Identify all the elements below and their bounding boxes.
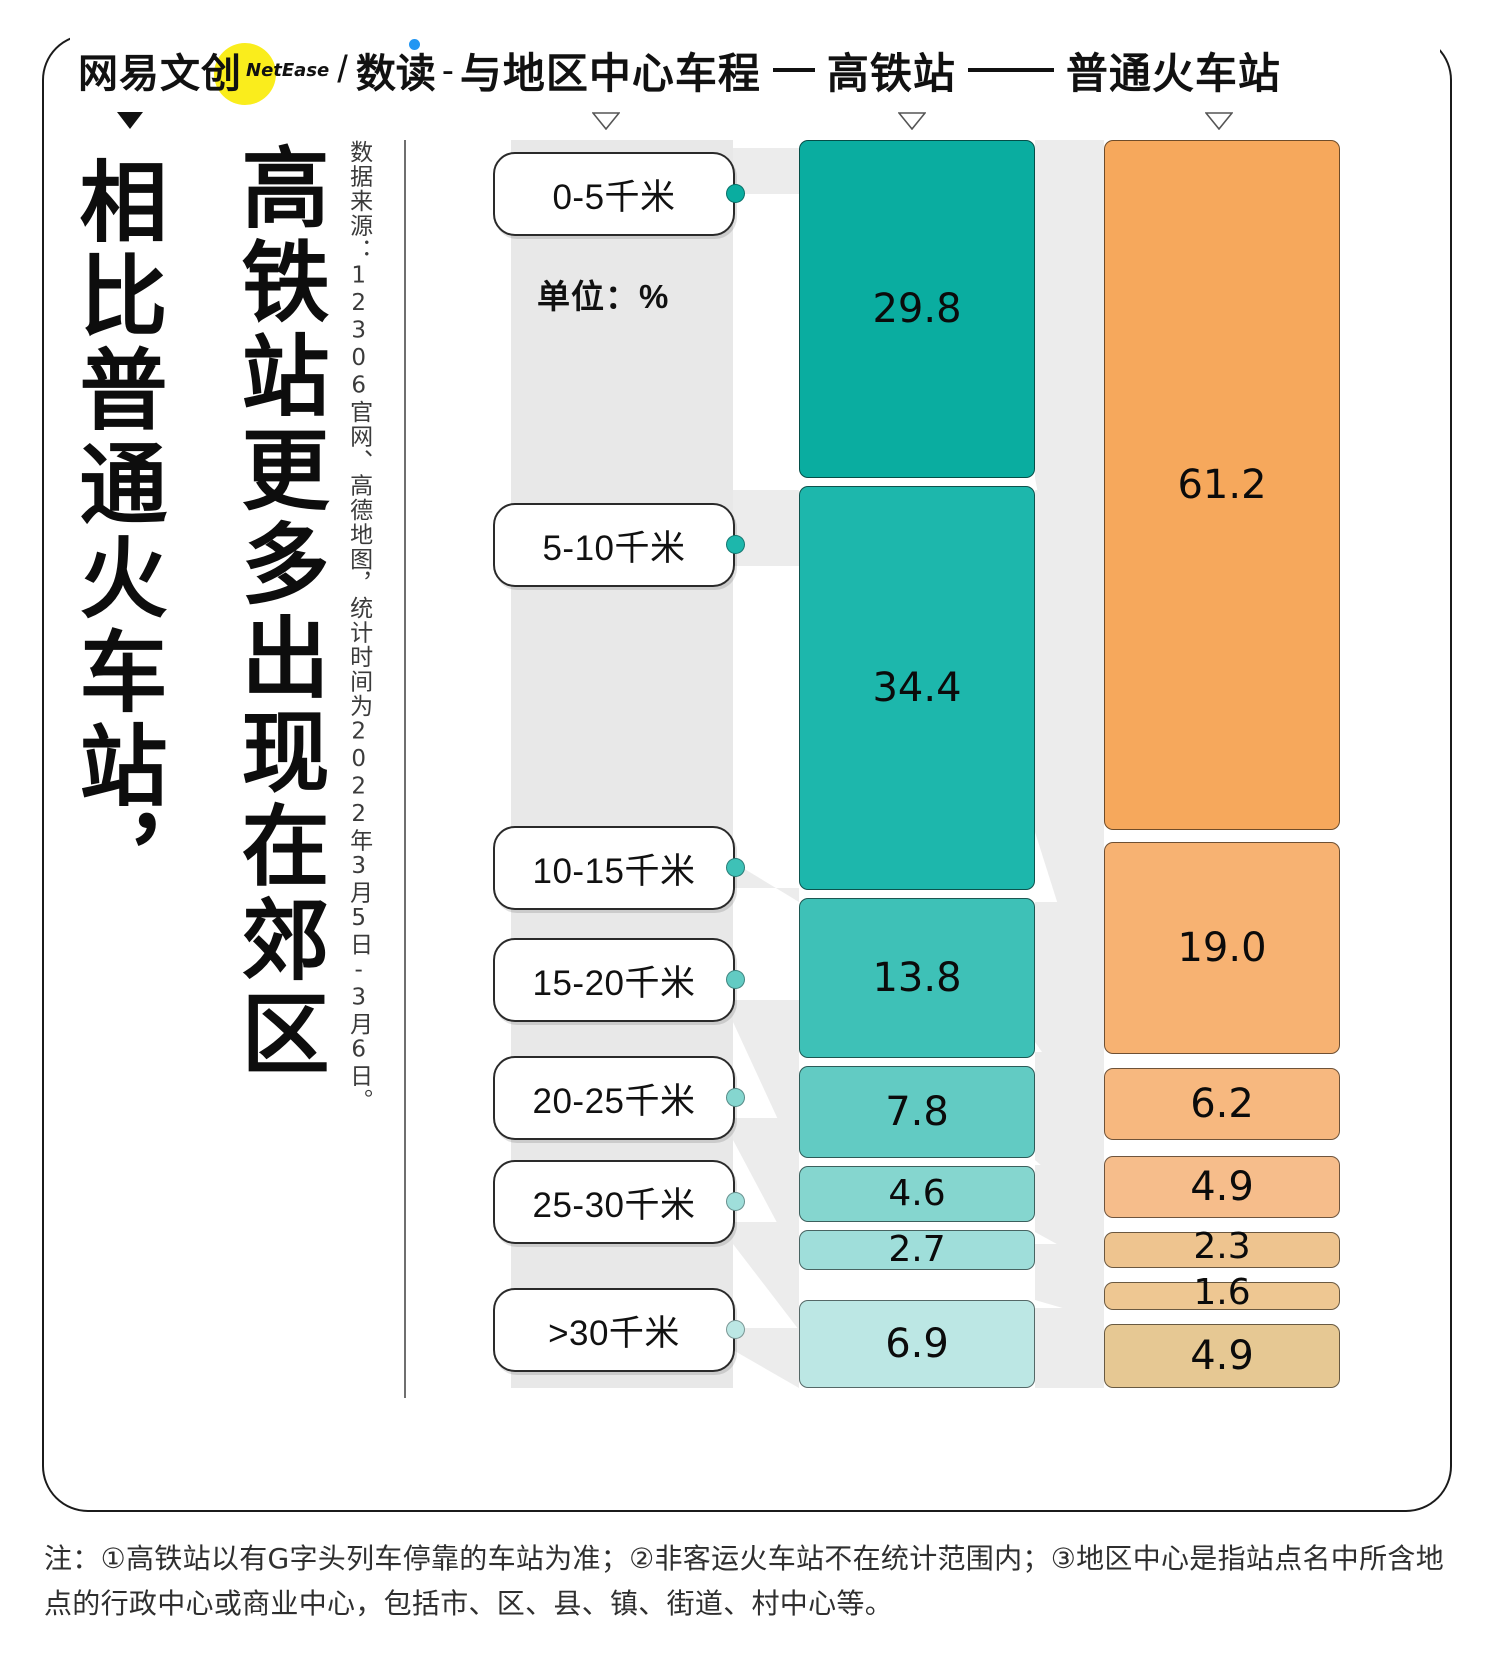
bar-hsr-value-6: 6.9 bbox=[885, 1321, 949, 1367]
chart-heading: 与地区中心车程 bbox=[459, 49, 761, 97]
bar-regular-1[interactable]: 19.0 bbox=[1104, 842, 1340, 1054]
bar-regular-2[interactable]: 6.2 bbox=[1104, 1068, 1340, 1140]
bar-hsr-1[interactable]: 34.4 bbox=[799, 486, 1035, 890]
data-source-note: 数据来源：12306官网、高德地图，统计时间为2022年3月5日-3月6日。 bbox=[345, 140, 372, 1113]
page-title-main: 高铁站更多出现在郊区 bbox=[229, 142, 328, 1082]
header-dash: - bbox=[441, 49, 454, 90]
category-connector-dot-3 bbox=[726, 970, 745, 989]
category-connector-dot-1 bbox=[726, 535, 745, 554]
bar-hsr-value-2: 13.8 bbox=[872, 955, 962, 1001]
category-pill-2[interactable]: 10-15千米 bbox=[493, 826, 735, 910]
bar-hsr-3[interactable]: 7.8 bbox=[799, 1066, 1035, 1158]
section-name: 数读 bbox=[355, 39, 436, 99]
bar-hsr-6[interactable]: 6.9 bbox=[799, 1300, 1035, 1388]
footnote-text: 注：①高铁站以有G字头列车停靠的车站为准；②非客运火车站不在统计范围内；③地区中… bbox=[44, 1542, 1445, 1621]
bar-hsr-4[interactable]: 4.6 bbox=[799, 1166, 1035, 1222]
category-pill-label-3: 15-20千米 bbox=[532, 963, 696, 1003]
caret-category-marker bbox=[592, 112, 620, 130]
bar-regular-6[interactable]: 4.9 bbox=[1104, 1324, 1340, 1388]
yellow-circle-icon bbox=[214, 43, 276, 105]
bar-regular-4[interactable]: 2.3 bbox=[1104, 1226, 1340, 1268]
bar-regular-0[interactable]: 61.2 bbox=[1104, 140, 1340, 830]
bar-regular-value-1: 19.0 bbox=[1177, 925, 1267, 971]
bar-hsr-0[interactable]: 29.8 bbox=[799, 140, 1035, 478]
bar-regular-value-6: 4.9 bbox=[1190, 1333, 1254, 1379]
section-name-text: 数读 bbox=[355, 52, 436, 96]
bar-hsr-value-0: 29.8 bbox=[872, 286, 962, 332]
category-connector-dot-6 bbox=[726, 1320, 745, 1339]
bar-hsr-value-4: 4.6 bbox=[888, 1173, 946, 1214]
bar-regular-5[interactable]: 1.6 bbox=[1104, 1275, 1340, 1311]
unit-label: 单位：% bbox=[537, 278, 670, 315]
bar-regular-3[interactable]: 4.9 bbox=[1104, 1156, 1340, 1218]
category-pill-label-4: 20-25千米 bbox=[532, 1081, 696, 1121]
bar-hsr-value-1: 34.4 bbox=[872, 665, 962, 711]
page-title-sub: 相比普通火车站， bbox=[67, 156, 166, 908]
caret-hsr-marker bbox=[898, 112, 926, 130]
brand-name-en: NetEase bbox=[246, 59, 330, 81]
brand-separator: / bbox=[337, 48, 348, 91]
category-connector-dot-0 bbox=[726, 184, 745, 203]
category-pill-6[interactable]: >30千米 bbox=[493, 1288, 735, 1372]
title-block: 高铁站更多出现在郊区 相比普通火车站， bbox=[67, 120, 328, 1410]
frame-header-notch bbox=[70, 20, 1440, 94]
bar-hsr-value-5: 2.7 bbox=[888, 1229, 946, 1270]
category-pill-4[interactable]: 20-25千米 bbox=[493, 1056, 735, 1140]
brand-logo: 网易文创 NetEase bbox=[78, 41, 331, 105]
category-pill-1[interactable]: 5-10千米 bbox=[493, 503, 735, 587]
bar-regular-value-0: 61.2 bbox=[1177, 462, 1267, 508]
category-connector-dot-5 bbox=[726, 1192, 745, 1211]
caret-title-marker bbox=[117, 112, 143, 129]
brand-name-cn: 网易文创 bbox=[78, 52, 242, 96]
category-pill-label-6: >30千米 bbox=[548, 1313, 680, 1353]
category-pill-label-2: 10-15千米 bbox=[532, 851, 696, 891]
category-pill-label-0: 0-5千米 bbox=[552, 177, 676, 217]
bar-regular-value-5: 1.6 bbox=[1193, 1272, 1251, 1313]
bar-hsr-5[interactable]: 2.7 bbox=[799, 1230, 1035, 1270]
category-pill-label-5: 25-30千米 bbox=[532, 1185, 696, 1225]
header-rule-long bbox=[967, 68, 1054, 72]
legend-label-regular: 普通火车站 bbox=[1065, 49, 1281, 97]
bar-regular-value-4: 2.3 bbox=[1193, 1226, 1251, 1267]
bar-regular-value-2: 6.2 bbox=[1190, 1081, 1254, 1127]
category-connector-dot-4 bbox=[726, 1088, 745, 1107]
bar-hsr-2[interactable]: 13.8 bbox=[799, 898, 1035, 1058]
category-pill-5[interactable]: 25-30千米 bbox=[493, 1160, 735, 1244]
category-connector-dot-2 bbox=[726, 858, 745, 877]
category-pill-3[interactable]: 15-20千米 bbox=[493, 938, 735, 1022]
category-pill-0[interactable]: 0-5千米 bbox=[493, 152, 735, 236]
vertical-divider bbox=[404, 140, 406, 1398]
header-bar: 网易文创 NetEase / 数读 - 与地区中心车程 高铁站 普通火车站 bbox=[78, 36, 1446, 105]
category-pill-label-1: 5-10千米 bbox=[542, 528, 686, 568]
bar-regular-value-3: 4.9 bbox=[1190, 1164, 1254, 1210]
caret-regular-marker bbox=[1205, 112, 1233, 130]
blue-dot-icon bbox=[408, 39, 420, 50]
bar-hsr-value-3: 7.8 bbox=[885, 1089, 949, 1135]
header-rule-short bbox=[772, 68, 815, 72]
legend-label-hsr: 高铁站 bbox=[826, 49, 956, 97]
